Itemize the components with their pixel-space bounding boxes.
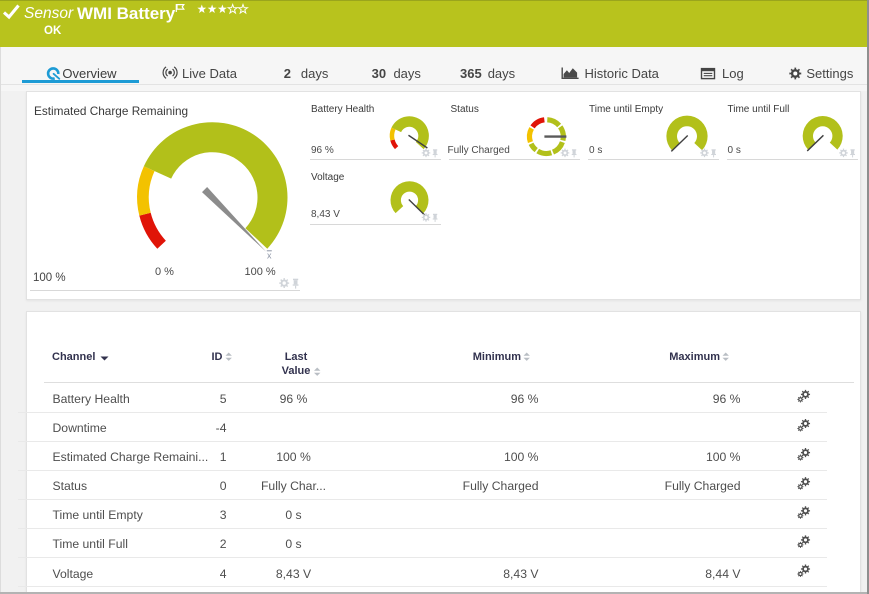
svg-text:x: x: [267, 251, 272, 261]
